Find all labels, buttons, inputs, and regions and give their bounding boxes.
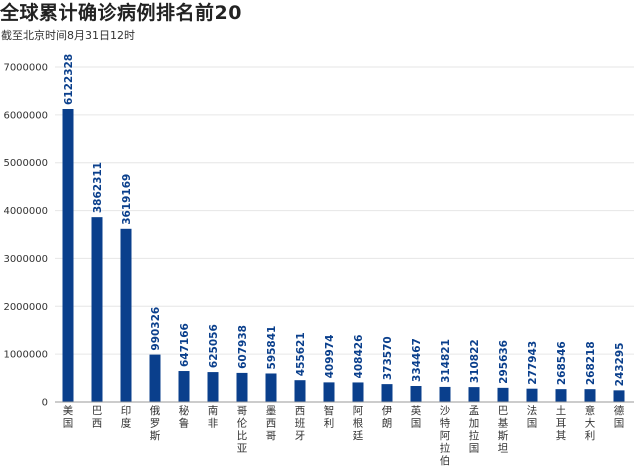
bar bbox=[294, 380, 306, 402]
value-labels: 6122328 3862311 3619169 990326 647166 625056 6… bbox=[63, 54, 626, 387]
y-tick-label: 2000000 bbox=[3, 302, 48, 313]
value-label: 268546 bbox=[556, 341, 568, 385]
value-label: 295636 bbox=[498, 340, 510, 384]
bar bbox=[236, 372, 248, 402]
y-tick-label: 7000000 bbox=[3, 63, 48, 74]
bar bbox=[323, 382, 335, 402]
bar bbox=[149, 354, 161, 402]
category-label: 智利 bbox=[324, 404, 335, 430]
chart-subtitle: 截至北京时间8月31日12时 bbox=[1, 29, 135, 42]
category-label: 孟加拉国 bbox=[469, 405, 480, 455]
bar bbox=[178, 371, 190, 402]
y-tick-label: 4000000 bbox=[3, 206, 48, 217]
category-label: 美国 bbox=[63, 404, 74, 430]
category-label: 南非 bbox=[208, 404, 219, 430]
value-label: 607938 bbox=[237, 325, 249, 369]
category-label: 秘鲁 bbox=[179, 404, 190, 430]
value-label: 408426 bbox=[353, 335, 365, 379]
value-label: 990326 bbox=[150, 307, 162, 351]
bar bbox=[207, 372, 219, 402]
y-tick-label: 5000000 bbox=[3, 158, 48, 169]
bar bbox=[381, 384, 393, 402]
category-label: 沙特阿拉伯 bbox=[440, 405, 451, 467]
bars bbox=[62, 109, 625, 403]
gridlines bbox=[55, 66, 634, 355]
y-axis-ticks: 0 1000000 2000000 3000000 4000000 5000000 6000… bbox=[3, 63, 48, 409]
bar bbox=[468, 387, 480, 402]
value-label: 277943 bbox=[527, 341, 539, 385]
value-label: 310822 bbox=[469, 339, 481, 383]
y-tick-label: 0 bbox=[42, 398, 48, 409]
category-label: 西班牙 bbox=[295, 405, 306, 442]
value-label: 3619169 bbox=[121, 174, 133, 225]
y-tick-label: 3000000 bbox=[3, 254, 48, 265]
category-label: 巴基斯坦 bbox=[498, 405, 509, 455]
bar bbox=[120, 228, 132, 402]
value-label: 647166 bbox=[179, 323, 191, 367]
value-label: 243295 bbox=[614, 343, 626, 387]
bar bbox=[526, 388, 538, 402]
bar bbox=[584, 389, 596, 402]
value-label: 268218 bbox=[585, 341, 597, 385]
value-label: 595841 bbox=[266, 326, 278, 370]
value-label: 373570 bbox=[382, 336, 394, 380]
category-label: 俄罗斯 bbox=[150, 405, 161, 442]
category-label: 巴西 bbox=[92, 405, 103, 430]
y-tick-label: 6000000 bbox=[3, 110, 48, 121]
value-label: 455621 bbox=[295, 332, 307, 376]
bar bbox=[265, 373, 277, 402]
value-label: 409974 bbox=[324, 335, 336, 379]
bar bbox=[555, 389, 567, 402]
bar bbox=[352, 382, 364, 402]
category-label: 意大利 bbox=[585, 404, 596, 442]
category-label: 伊朗 bbox=[382, 405, 393, 430]
bar bbox=[62, 109, 74, 403]
value-label: 334467 bbox=[411, 338, 423, 382]
y-tick-label: 1000000 bbox=[3, 350, 48, 361]
category-label: 哥伦比亚 bbox=[237, 405, 248, 455]
value-label: 625056 bbox=[208, 324, 220, 368]
category-label: 墨西哥 bbox=[266, 405, 277, 442]
bar bbox=[497, 387, 509, 402]
bar bbox=[91, 217, 103, 402]
value-label: 3862311 bbox=[92, 162, 104, 213]
value-label: 314821 bbox=[440, 339, 452, 383]
bar bbox=[613, 390, 625, 402]
bar bbox=[410, 385, 422, 402]
category-label: 土耳其 bbox=[556, 404, 567, 442]
category-label: 阿根廷 bbox=[353, 405, 364, 442]
value-label: 6122328 bbox=[63, 54, 75, 105]
chart-title: 全球累计确诊病例排名前20 bbox=[0, 2, 242, 24]
category-label: 英国 bbox=[411, 404, 422, 430]
category-label: 德国 bbox=[614, 404, 625, 430]
category-label: 法国 bbox=[527, 404, 538, 430]
category-label: 印度 bbox=[121, 405, 132, 430]
bar bbox=[439, 386, 451, 402]
